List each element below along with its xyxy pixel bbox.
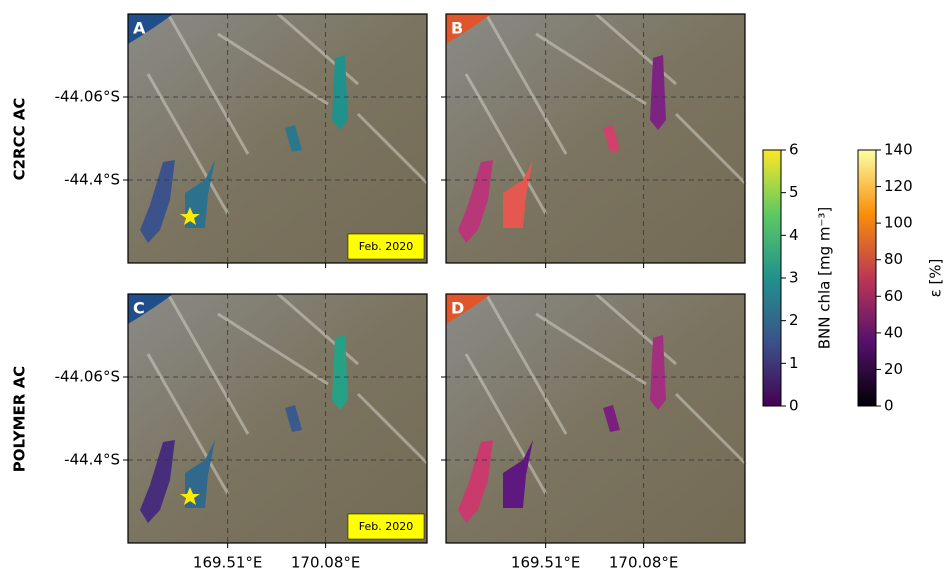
colorbar-tick-label: 60 (884, 287, 903, 305)
colorbar-tick-label: 4 (789, 226, 799, 244)
panel-letter: D (451, 299, 464, 318)
colorbar (858, 150, 876, 406)
colorbar (763, 150, 781, 406)
panel-letter: A (133, 19, 146, 38)
colorbar-tick-label: 100 (884, 214, 913, 232)
row-label: C2RCC AC (11, 98, 29, 181)
figure: C2RCC AC POLYMER AC -44.06°S -44.4°S A Feb.… (0, 0, 944, 573)
colorbar-tick-label: 3 (789, 269, 799, 287)
y-tick-label: -44.4°S (64, 451, 120, 469)
colorbar-tick-label: 40 (884, 323, 903, 341)
colorbar-tick-label: 80 (884, 250, 903, 268)
panel-letter: C (133, 299, 145, 318)
row-label: POLYMER AC (11, 366, 29, 472)
map-panel (446, 14, 746, 263)
map-panel (446, 294, 746, 543)
colorbar-tick-label: 6 (789, 141, 799, 159)
colorbar-tick-label: 0 (884, 397, 894, 415)
date-label: Feb. 2020 (359, 520, 413, 533)
colorbar-label: ε [%] (927, 259, 944, 298)
y-tick-label: -44.4°S (64, 171, 120, 189)
colorbar-label: BNN chla [mg m⁻³] (816, 207, 834, 350)
colorbar-tick-label: 2 (789, 311, 799, 329)
x-tick-label: 170.08°E (609, 554, 678, 572)
colorbar-tick-label: 0 (789, 397, 799, 415)
date-label: Feb. 2020 (359, 240, 413, 253)
colorbar-tick-label: 1 (789, 354, 799, 372)
y-tick-label: -44.06°S (55, 88, 120, 106)
colorbar-tick-label: 5 (789, 183, 799, 201)
map-panel (128, 14, 428, 263)
colorbar-tick-label: 20 (884, 360, 903, 378)
panel-letter: B (451, 19, 463, 38)
x-tick-label: 170.08°E (291, 554, 360, 572)
y-tick-label: -44.06°S (55, 368, 120, 386)
colorbar-tick-label: 120 (884, 177, 913, 195)
map-panel (128, 294, 428, 543)
colorbar-tick-label: 140 (884, 141, 913, 159)
x-tick-label: 169.51°E (193, 554, 262, 572)
x-tick-label: 169.51°E (511, 554, 580, 572)
